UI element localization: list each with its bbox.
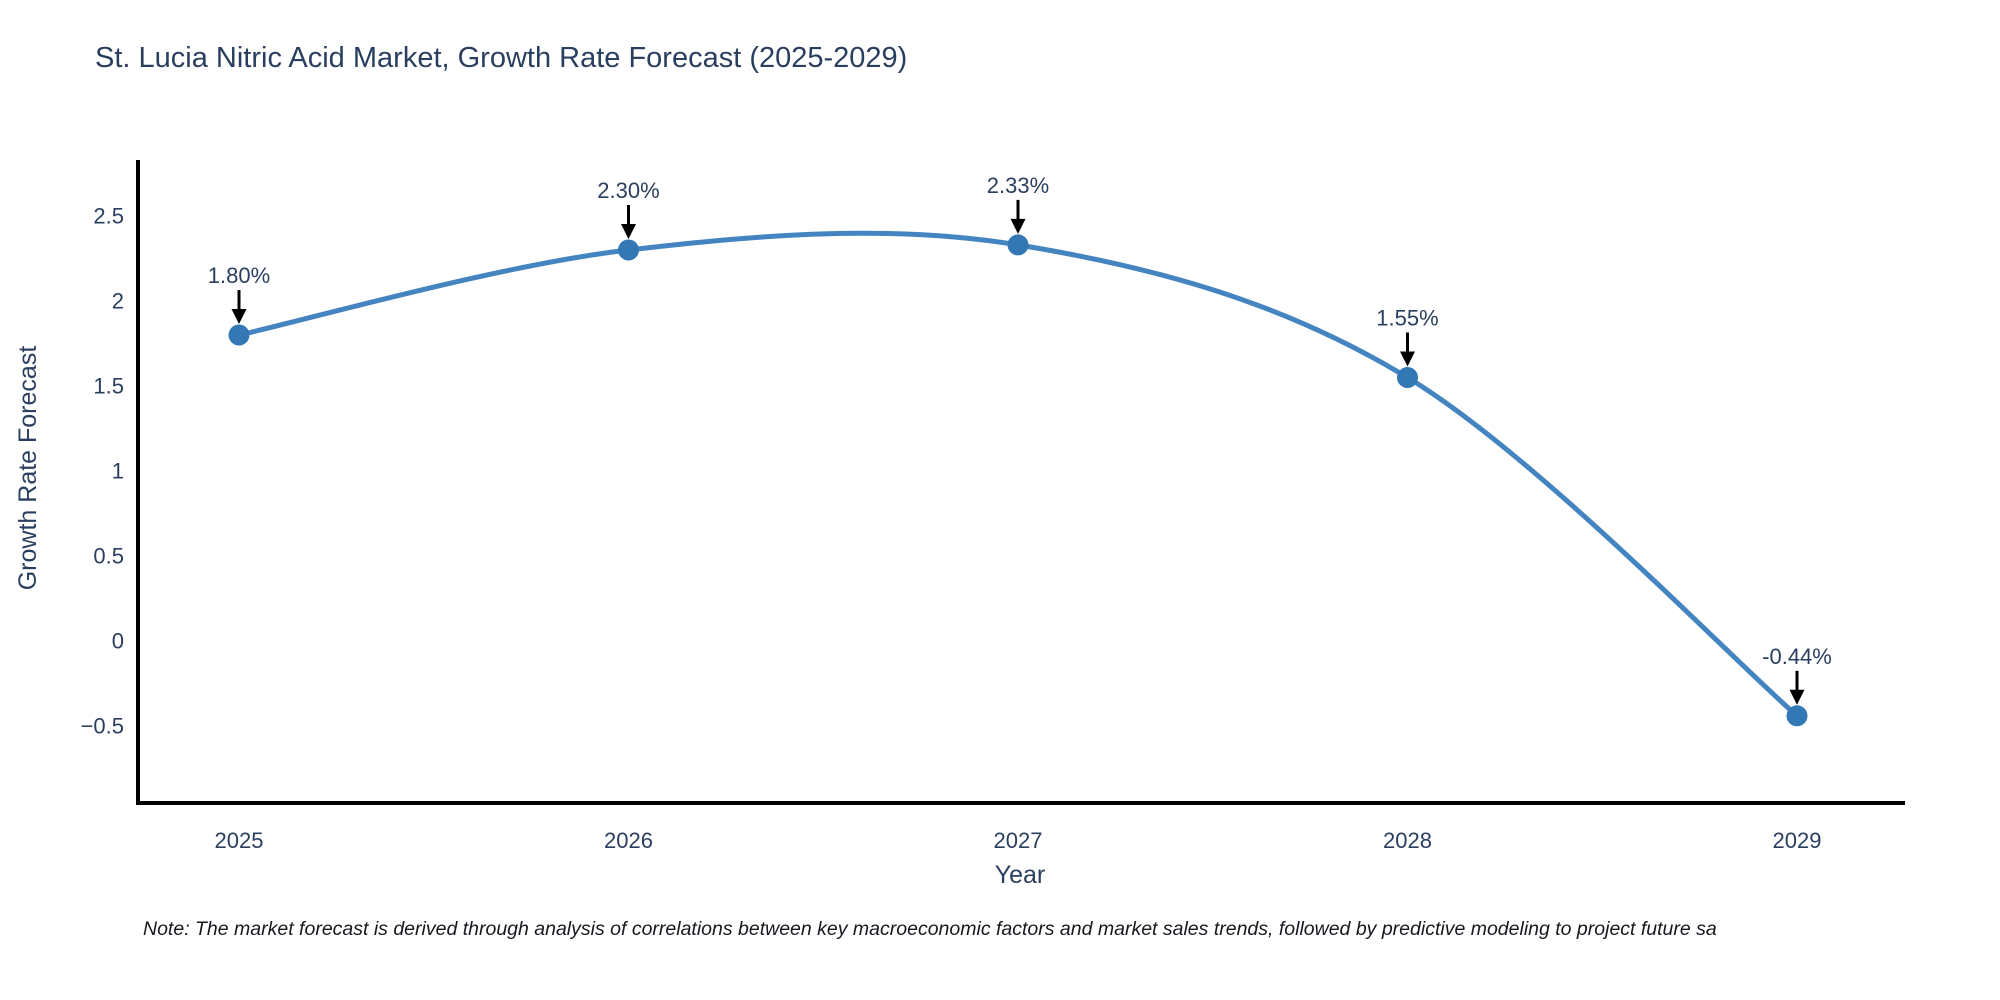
y-tick-label: 1: [112, 459, 124, 484]
annotation-arrow-head: [621, 224, 636, 239]
x-tick-label: 2026: [604, 828, 653, 853]
chart-title: St. Lucia Nitric Acid Market, Growth Rat…: [95, 42, 908, 74]
annotation-label: 1.55%: [1376, 306, 1438, 331]
y-tick-label: 2.5: [93, 204, 124, 229]
annotation-label: 2.33%: [987, 173, 1049, 198]
data-point-2025[interactable]: [228, 324, 250, 346]
annotation-arrow-head: [1789, 689, 1805, 705]
y-tick-label: −0.5: [81, 714, 124, 739]
annotation-2025: 1.80%: [208, 263, 270, 324]
annotation-label: -0.44%: [1762, 644, 1832, 669]
x-tick-label: 2029: [1773, 828, 1822, 853]
data-point-2028[interactable]: [1397, 367, 1418, 388]
annotation-label: 2.30%: [597, 178, 659, 203]
x-tick-label: 2025: [215, 828, 264, 853]
annotation-2028: 1.55%: [1376, 306, 1439, 367]
x-tick-label: 2028: [1383, 828, 1432, 853]
chart-series-layer: 2.5 2 1.5 1 0.5 0 −0.5 2025 2026 2027 2028 2029 1.80…: [81, 160, 1905, 853]
data-point-2026[interactable]: [618, 239, 639, 261]
annotation-2026: 2.30%: [597, 178, 660, 239]
trend-line: [236, 230, 1800, 719]
x-tick-label: 2027: [994, 828, 1043, 853]
annotation-2029: -0.44%: [1762, 644, 1832, 705]
footnote-text: Note: The market forecast is derived thr…: [143, 918, 1717, 940]
y-tick-label: 0.5: [93, 544, 124, 569]
annotation-arrow-head: [1010, 218, 1026, 234]
annotation-arrow-head: [1400, 351, 1415, 367]
y-tick-label: 0: [112, 629, 124, 654]
y-tick-label: 1.5: [93, 374, 124, 399]
x-axis-title: Year: [995, 861, 1046, 889]
y-tick-label: 2: [112, 289, 124, 314]
data-point-2029[interactable]: [1786, 705, 1808, 727]
annotation-2027: 2.33%: [987, 173, 1049, 234]
data-point-2027[interactable]: [1007, 234, 1029, 256]
annotation-label: 1.80%: [208, 263, 270, 288]
y-axis-title: Growth Rate Forecast: [14, 346, 42, 591]
annotation-arrow-head: [231, 309, 247, 324]
